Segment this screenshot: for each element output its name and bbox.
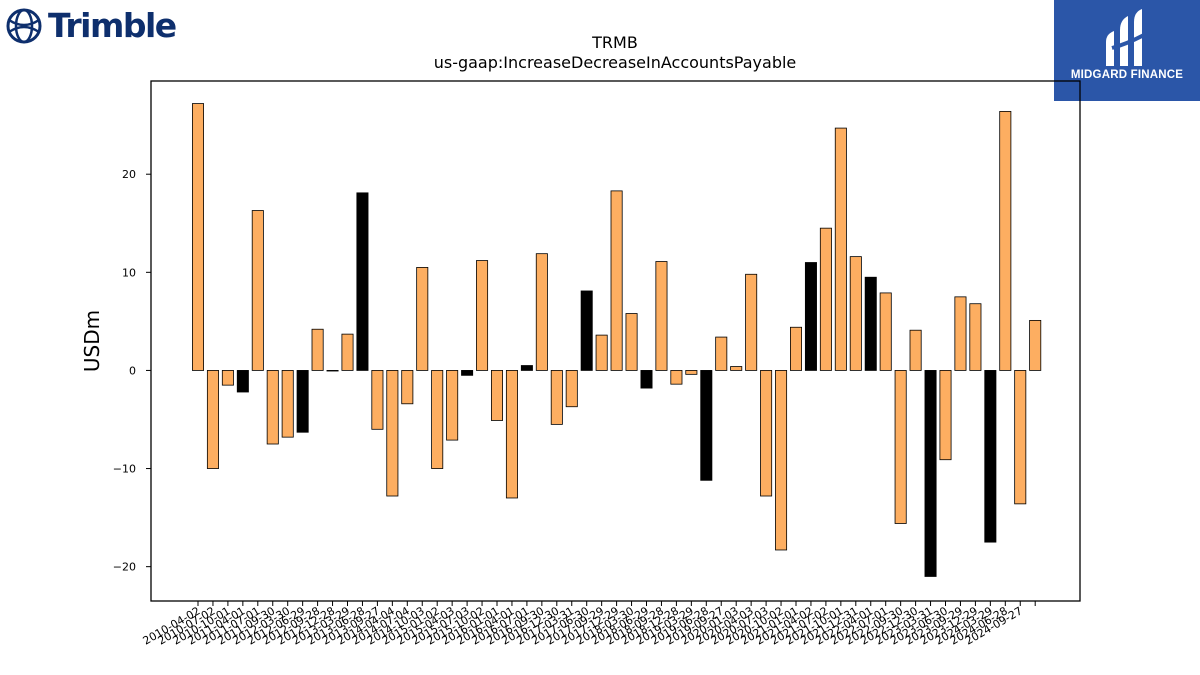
bar <box>1029 319 1042 371</box>
trimble-globe-icon <box>6 8 42 44</box>
bar <box>386 370 399 497</box>
y-axis-label: USDm <box>80 310 104 372</box>
bar <box>595 334 608 371</box>
bar <box>1014 370 1027 505</box>
bar <box>804 262 817 371</box>
bar <box>356 192 369 371</box>
bar <box>266 370 279 445</box>
bar <box>625 313 638 371</box>
bar <box>490 370 503 421</box>
bar <box>685 370 698 375</box>
bar <box>431 370 444 469</box>
bar <box>281 370 294 438</box>
trimble-logo: Trimble <box>4 4 177 46</box>
bar <box>909 329 922 371</box>
midgard-wordmark: MIDGARD FINANCE <box>1070 69 1184 81</box>
bar <box>775 370 788 551</box>
bar <box>864 276 877 371</box>
y-tick-label: −10 <box>113 463 136 476</box>
bar <box>999 111 1012 371</box>
chart-subtitle: us-gaap:IncreaseDecreaseInAccountsPayabl… <box>434 53 797 72</box>
bar <box>745 273 758 371</box>
bar <box>221 370 234 386</box>
chart-title: TRMB <box>591 33 638 52</box>
bar <box>476 260 489 371</box>
bar <box>610 190 623 371</box>
y-axis-ticks: −20 −10 0 10 20 <box>113 168 151 574</box>
bar <box>790 326 803 371</box>
bar <box>954 296 967 371</box>
bar <box>670 370 683 385</box>
bar <box>715 336 728 371</box>
midgard-monogram-icon <box>1106 9 1147 66</box>
bar <box>834 127 847 371</box>
plot-frame <box>150 80 1081 602</box>
bar <box>535 253 548 371</box>
bar <box>251 210 264 371</box>
x-axis-ticks: 2010-04-022010-07-022010-10-012011-04-01… <box>141 601 1036 648</box>
y-tick-label: 10 <box>122 266 136 279</box>
bar <box>461 370 474 376</box>
bar <box>819 227 832 371</box>
midgard-finance-logo: MIDGARD FINANCE <box>1054 0 1200 101</box>
bar <box>565 370 578 408</box>
bar <box>655 261 668 371</box>
bar <box>730 366 743 371</box>
trimble-wordmark: Trimble <box>48 6 177 45</box>
bars-group <box>191 103 1042 577</box>
bar <box>206 370 219 469</box>
bar <box>640 370 653 389</box>
bar <box>401 370 414 405</box>
bar <box>984 370 997 543</box>
bar <box>236 370 249 393</box>
bar <box>311 328 324 371</box>
bar <box>416 267 429 371</box>
bar <box>326 370 339 372</box>
bar <box>760 370 773 497</box>
bar <box>924 370 937 577</box>
bar <box>894 370 907 524</box>
bar <box>296 370 309 433</box>
bar <box>879 292 892 371</box>
bar <box>580 290 593 371</box>
bar <box>446 370 459 441</box>
bar <box>341 333 354 371</box>
bar <box>550 370 563 425</box>
y-tick-label: 20 <box>122 168 136 181</box>
bar <box>191 103 204 371</box>
bar <box>505 370 518 499</box>
y-tick-label: −20 <box>113 561 136 574</box>
bar <box>939 370 952 461</box>
bar <box>849 256 862 371</box>
bar <box>371 370 384 430</box>
bar <box>700 370 713 481</box>
bar <box>969 303 982 371</box>
y-tick-label: 0 <box>129 364 136 377</box>
bar <box>520 365 533 371</box>
